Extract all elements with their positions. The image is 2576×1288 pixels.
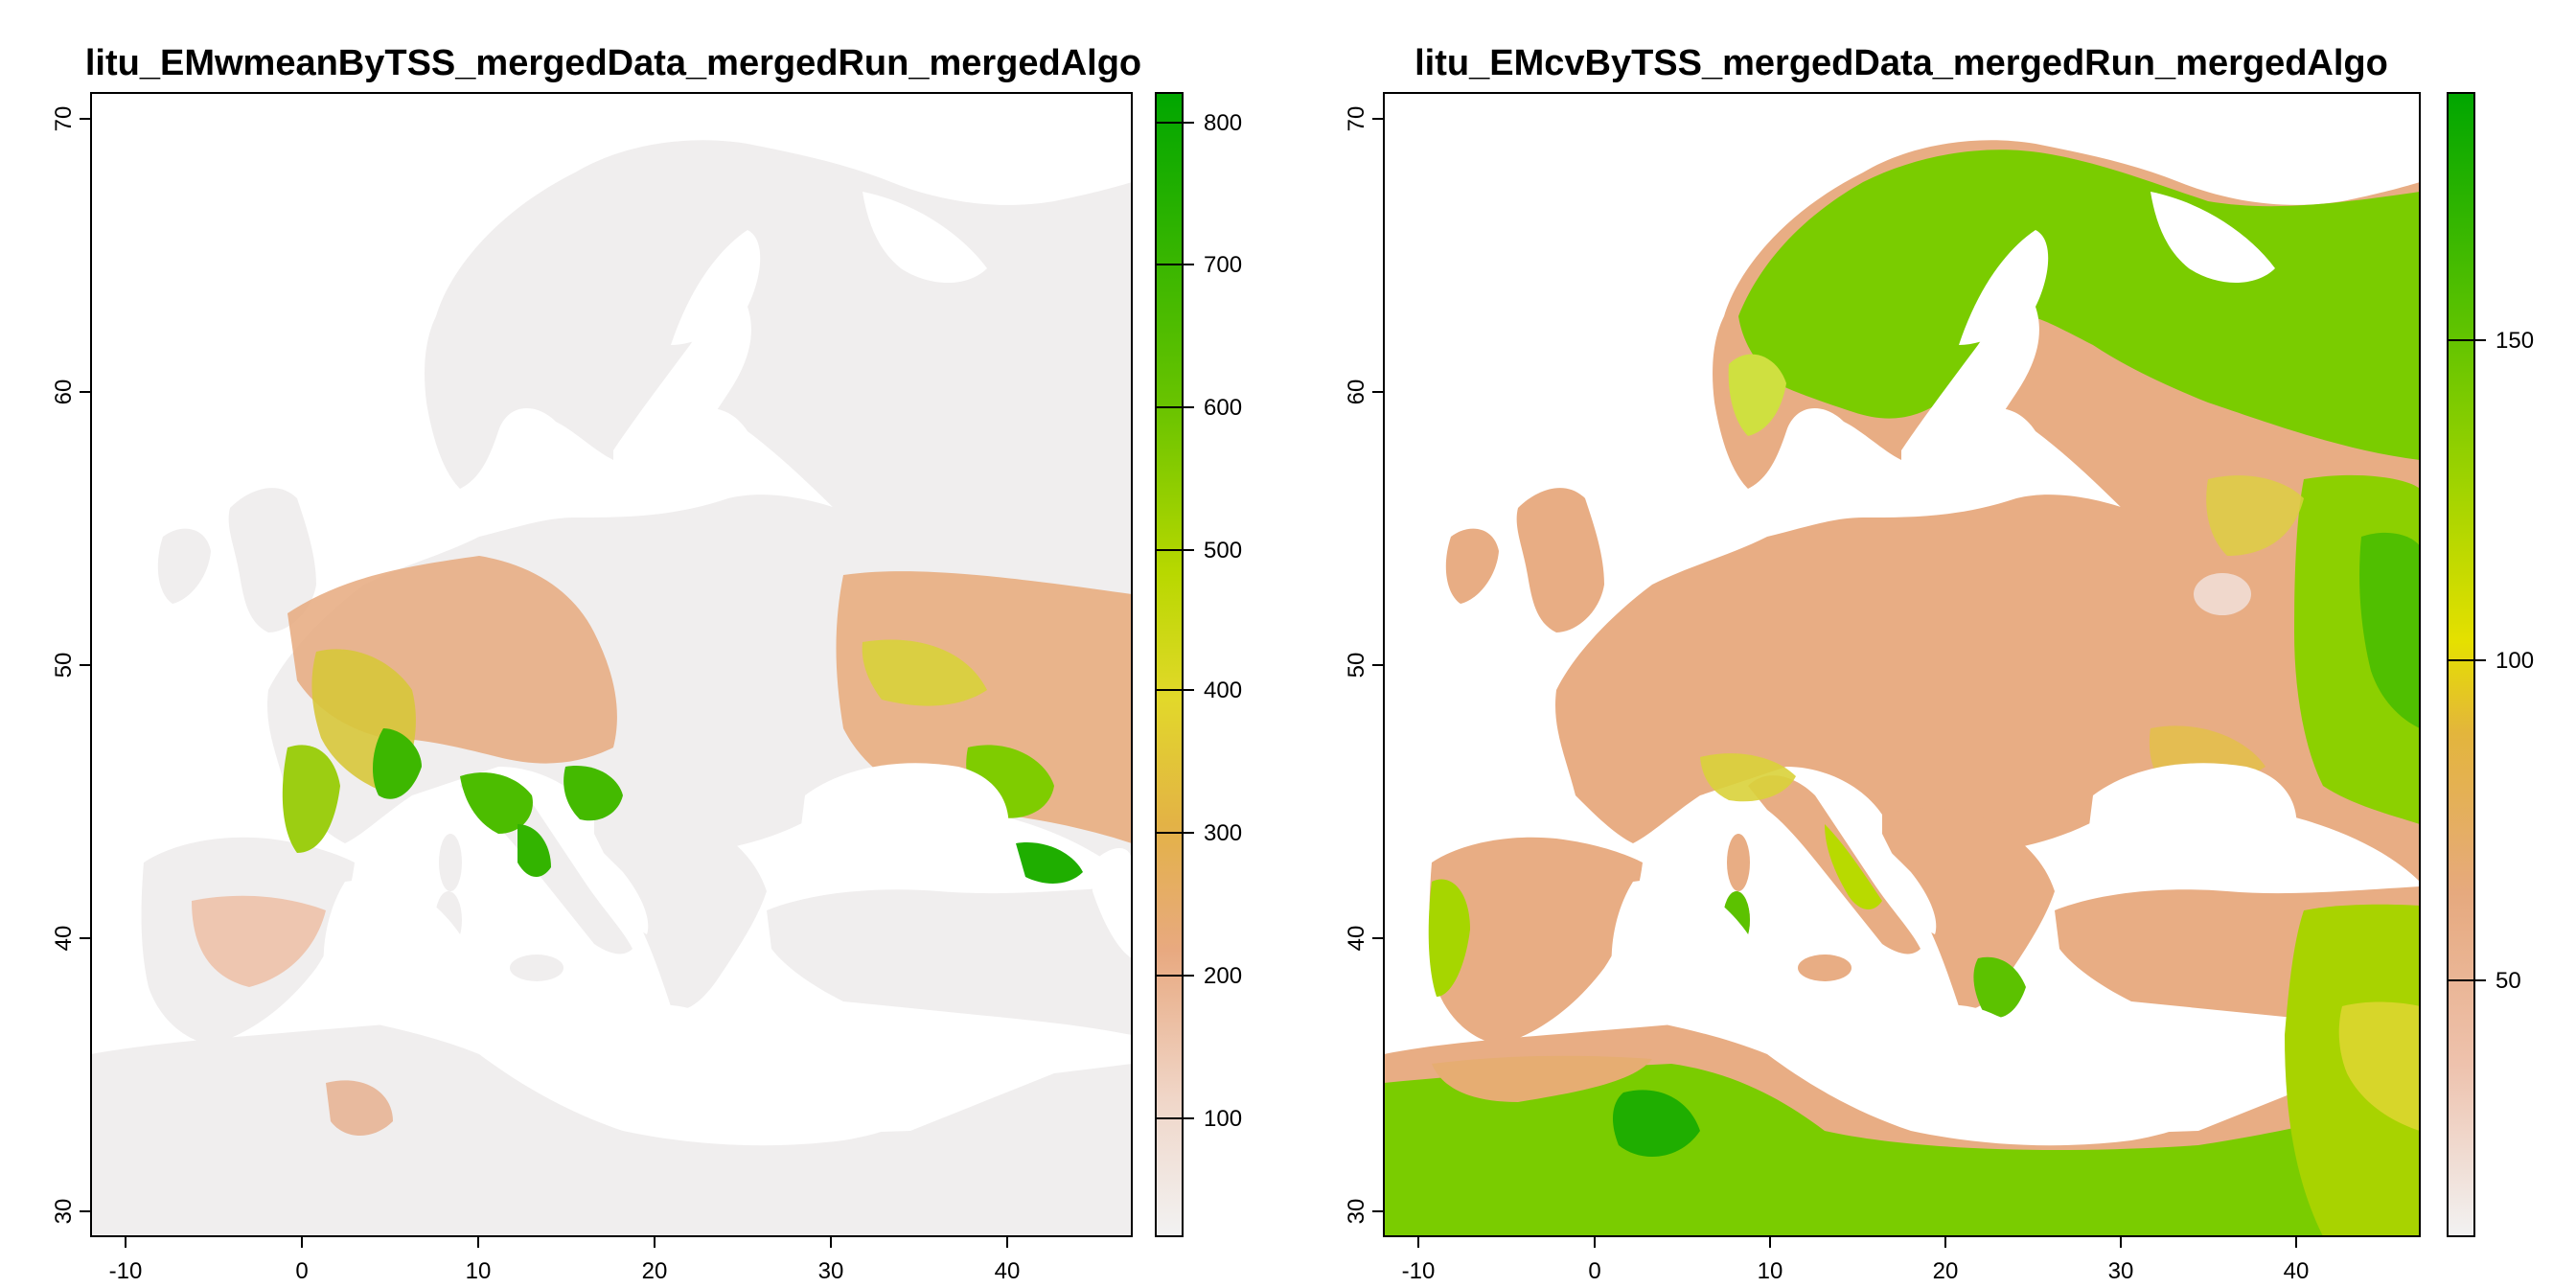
legend-tick-label: 50 xyxy=(2496,968,2521,994)
legend-tick-label: 100 xyxy=(2496,648,2534,674)
x-tick-label: 30 xyxy=(818,1258,844,1284)
legend-tick-label: 400 xyxy=(1204,678,1242,703)
legend-tick-label: 700 xyxy=(1204,252,1242,278)
y-axis-labels: 30 40 50 60 70 xyxy=(51,106,77,1225)
y-tick-label: 60 xyxy=(1344,380,1369,405)
x-tick-label: 0 xyxy=(1588,1258,1600,1284)
legend-colorbar xyxy=(2447,92,2475,1237)
legend-tick-label: 800 xyxy=(1204,110,1242,136)
x-axis-labels: -10 0 10 20 30 40 xyxy=(109,1258,1021,1284)
x-tick-label: 10 xyxy=(1758,1258,1783,1284)
legend-tick-label: 600 xyxy=(1204,395,1242,421)
legend-tick-label: 150 xyxy=(2496,328,2534,354)
map-title: litu_EMcvByTSS_mergedData_mergedRun_merg… xyxy=(1414,43,2388,83)
x-tick-label: 10 xyxy=(466,1258,492,1284)
map-panel-wmean: litu_EMwmeanByTSS_mergedData_mergedRun_m… xyxy=(51,43,1242,1284)
map-area xyxy=(1384,93,2420,1236)
x-tick-label: 30 xyxy=(2108,1258,2134,1284)
x-tick-label: 0 xyxy=(295,1258,308,1284)
legend-tick-label: 100 xyxy=(1204,1106,1242,1132)
y-tick-label: 50 xyxy=(1344,653,1369,678)
legend-tick-label: 300 xyxy=(1204,820,1242,846)
map-title: litu_EMwmeanByTSS_mergedData_mergedRun_m… xyxy=(85,43,1141,83)
y-tick-label: 50 xyxy=(51,653,77,678)
legend-tick-label: 500 xyxy=(1204,538,1242,564)
x-tick-label: 20 xyxy=(642,1258,668,1284)
map-panel-cv: litu_EMcvByTSS_mergedData_mergedRun_merg… xyxy=(1344,43,2534,1284)
x-tick-label: 40 xyxy=(995,1258,1021,1284)
y-tick-label: 60 xyxy=(51,380,77,405)
x-tick-label: -10 xyxy=(1402,1258,1436,1284)
map-area xyxy=(91,93,1132,1236)
y-tick-label: 30 xyxy=(1344,1199,1369,1225)
cv-layer xyxy=(1384,150,2420,1236)
sea-layer xyxy=(91,93,1132,1146)
y-tick-label: 40 xyxy=(1344,926,1369,952)
suitability-layer xyxy=(192,556,1132,1136)
y-tick-label: 40 xyxy=(51,926,77,952)
y-tick-label: 70 xyxy=(1344,106,1369,132)
y-tick-label: 70 xyxy=(51,106,77,132)
y-axis-labels: 30 40 50 60 70 xyxy=(1344,106,1369,1225)
x-tick-label: 20 xyxy=(1933,1258,1959,1284)
legend-colorbar xyxy=(1155,92,1184,1237)
x-axis xyxy=(125,1236,1008,1248)
x-axis xyxy=(1417,1236,2297,1248)
color-legend: 100 200 300 400 500 600 700 800 xyxy=(1155,92,1242,1237)
color-legend: 50 100 150 xyxy=(2447,92,2534,1237)
sea-layer xyxy=(1384,93,2297,1146)
y-tick-label: 30 xyxy=(51,1199,77,1225)
y-axis xyxy=(1372,118,1384,1212)
x-tick-label: 40 xyxy=(2284,1258,2310,1284)
x-axis-labels: -10 0 10 20 30 40 xyxy=(1402,1258,2310,1284)
legend-tick-label: 200 xyxy=(1204,963,1242,989)
x-tick-label: -10 xyxy=(109,1258,143,1284)
y-axis xyxy=(80,118,91,1212)
